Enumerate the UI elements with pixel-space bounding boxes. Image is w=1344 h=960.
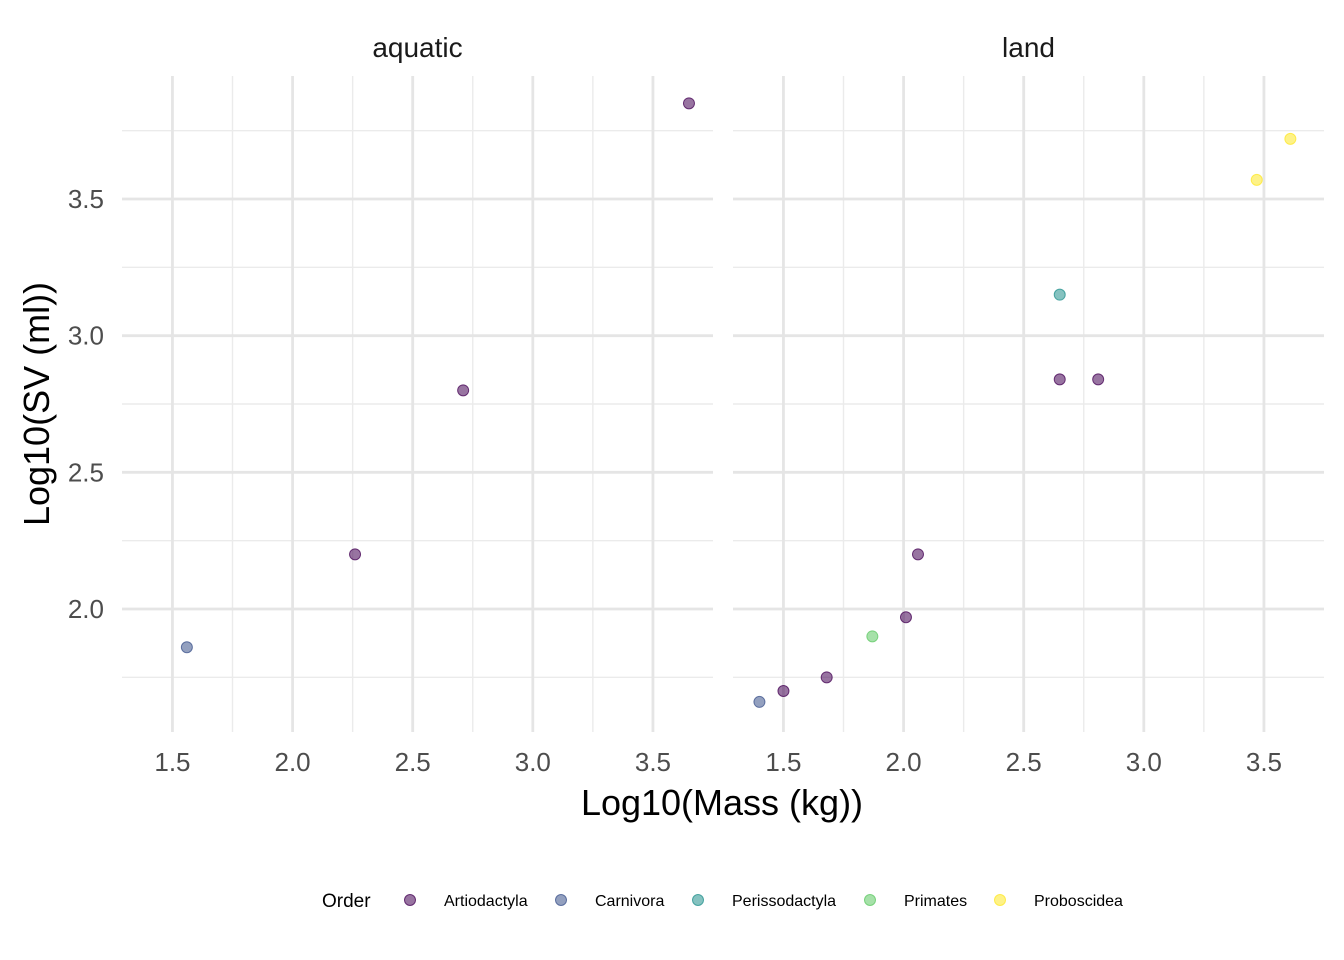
x-tick-label: 2.0 [274, 747, 310, 777]
y-tick-label: 2.5 [68, 457, 104, 487]
point-artiodactyla [1053, 373, 1066, 386]
point-carnivora [753, 695, 766, 708]
x-tick-label: 3.0 [1126, 747, 1162, 777]
facet-label-aquatic: aquatic [372, 32, 462, 63]
point-proboscidea [1250, 173, 1263, 186]
x-axis-title: Log10(Mass (kg)) [581, 782, 863, 823]
legend-key-perissodactyla [692, 894, 704, 906]
y-axis-title: Log10(SV (ml)) [16, 282, 57, 526]
point-primates [866, 630, 879, 643]
point-artiodactyla [777, 685, 790, 697]
x-tick-label: 2.0 [885, 747, 921, 777]
y-tick-label: 3.5 [68, 184, 104, 214]
legend-key-carnivora [555, 894, 567, 906]
tick-labels: 1.5 2.0 2.5 3.0 3.5 1.5 2.0 2.5 3.0 3.5 2.0 2.5 3.0 3… [68, 184, 1282, 777]
x-tick-label: 1.5 [765, 747, 801, 777]
legend: Order Artiodactyla Carnivora Perissodactyl… [322, 891, 1123, 912]
legend-title: Order [322, 891, 371, 912]
legend-item-proboscidea: Proboscidea [994, 893, 1123, 910]
legend-item-carnivora: Carnivora [555, 893, 664, 910]
x-tick-label: 2.5 [395, 747, 431, 777]
point-artiodactyla [911, 548, 924, 561]
point-artiodactyla [682, 97, 695, 110]
point-carnivora [180, 641, 193, 654]
facet-strip-labels: aquatic land [372, 32, 1055, 63]
legend-key-proboscidea [994, 894, 1006, 906]
legend-item-perissodactyla: Perissodactyla [692, 893, 836, 910]
facet-label-land: land [1002, 32, 1055, 63]
legend-label: Perissodactyla [732, 893, 836, 910]
legend-label: Proboscidea [1034, 893, 1123, 910]
x-tick-label: 2.5 [1006, 747, 1042, 777]
point-perissodactyla [1053, 288, 1066, 301]
legend-label: Primates [904, 893, 967, 910]
point-proboscidea [1284, 132, 1297, 145]
legend-key-artiodactyla [404, 894, 416, 906]
point-artiodactyla [899, 611, 912, 624]
point-artiodactyla [820, 671, 833, 684]
y-tick-label: 2.0 [68, 594, 104, 624]
y-tick-label: 3.0 [68, 321, 104, 351]
data-points [180, 97, 1297, 708]
legend-label: Artiodactyla [444, 893, 528, 910]
legend-label: Carnivora [595, 893, 664, 910]
point-artiodactyla [457, 384, 470, 397]
legend-item-primates: Primates [864, 893, 967, 910]
legend-key-primates [864, 894, 876, 906]
legend-items: Artiodactyla Carnivora Perissodactyla Prima… [404, 893, 1123, 910]
x-tick-label: 3.5 [635, 747, 671, 777]
x-tick-label: 3.0 [515, 747, 551, 777]
point-artiodactyla [1092, 373, 1105, 386]
point-artiodactyla [349, 548, 362, 561]
x-tick-label: 3.5 [1246, 747, 1282, 777]
grid-layer [122, 76, 1324, 732]
legend-item-artiodactyla: Artiodactyla [404, 893, 528, 910]
x-tick-label: 1.5 [154, 747, 190, 777]
